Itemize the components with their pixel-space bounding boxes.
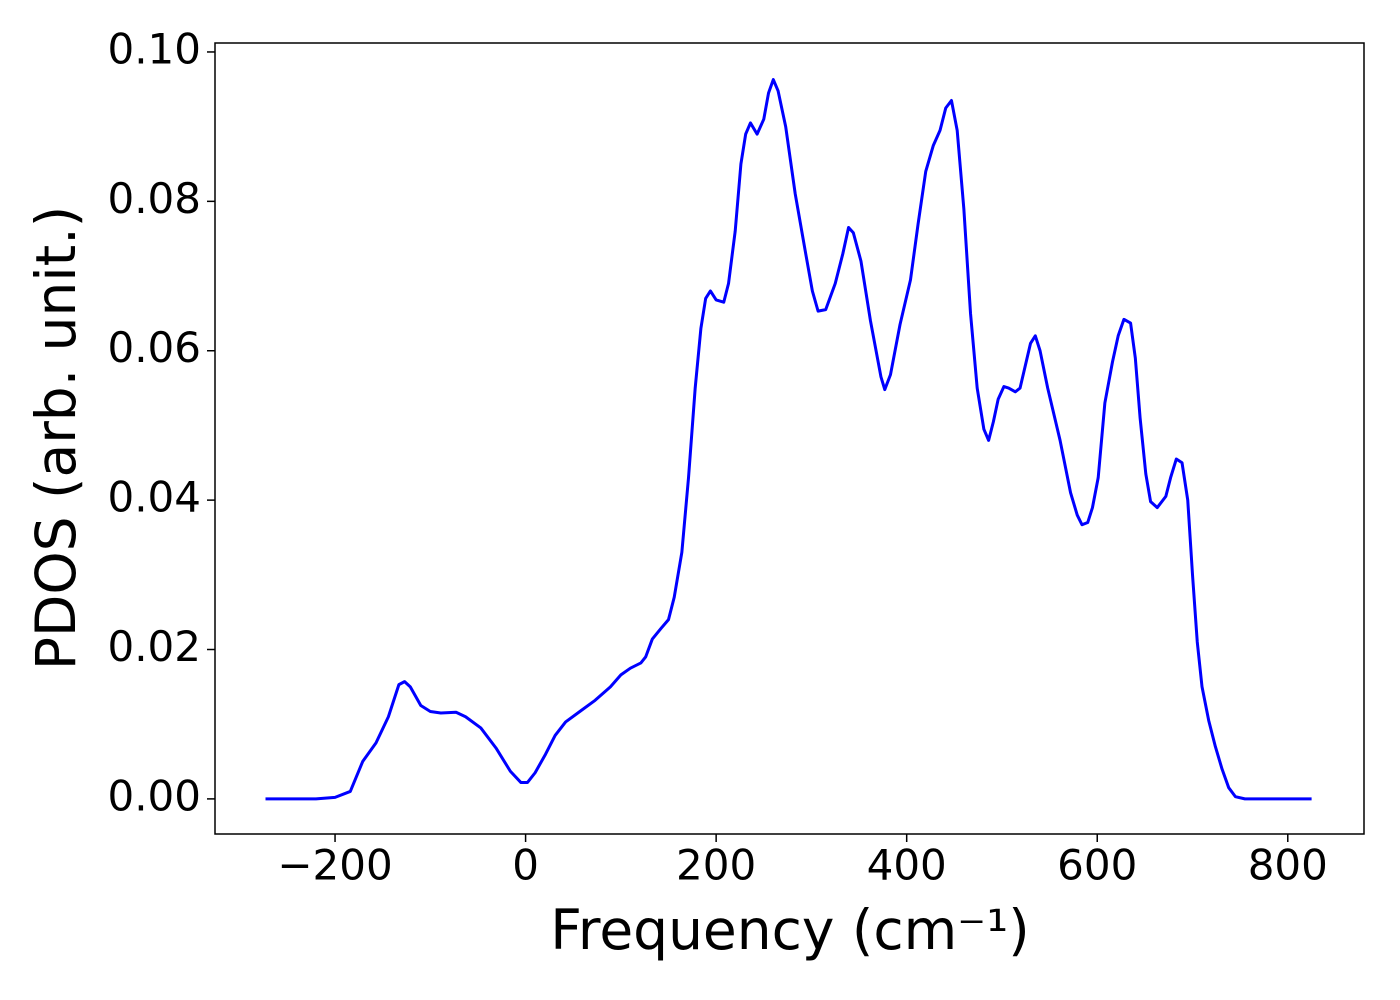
x-tick-label: −200 — [277, 841, 392, 890]
y-tick-label: 0.04 — [107, 473, 201, 522]
x-tick-label: 200 — [676, 841, 756, 890]
data-line — [265, 78, 1312, 801]
x-tick-label: 800 — [1248, 841, 1328, 890]
x-axis-label: Frequency (cm⁻¹) — [550, 898, 1029, 962]
y-tick-label: 0.02 — [107, 622, 201, 671]
y-axis-label: PDOS (arb. unit.) — [24, 206, 88, 670]
y-tick-label: 0.10 — [107, 24, 201, 73]
x-tick-label: 600 — [1057, 841, 1137, 890]
y-tick-label: 0.06 — [107, 323, 201, 372]
x-tick-label: 400 — [867, 841, 947, 890]
y-tick-label: 0.00 — [107, 771, 201, 820]
plot-frame — [214, 42, 1365, 835]
y-tick-label: 0.08 — [107, 174, 201, 223]
x-tick-label: 0 — [512, 841, 539, 890]
